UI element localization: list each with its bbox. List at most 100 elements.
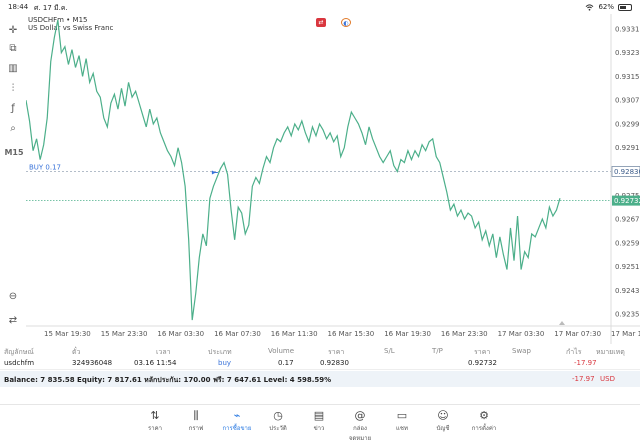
nav-trade[interactable]: ⌁ การซื้อขาย <box>219 409 255 433</box>
trade-tool[interactable]: ⇄ <box>8 315 18 326</box>
chart-area[interactable]: USDCHFm • M15 US Dollar vs Swiss Franc ⇄… <box>26 14 640 344</box>
at-icon: @ <box>354 409 366 422</box>
chart-shift-marker <box>559 321 565 325</box>
gear-icon: ⚙ <box>479 409 489 422</box>
x-tick-label: 16 Mar 23:30 <box>441 330 488 338</box>
cell-symbol: usdchfm <box>4 359 35 367</box>
currency: USD <box>600 375 615 383</box>
table-header: สัญลักษณ์ ตั๋ว เวลา ประเภท Volume ราคา S/L T/P ร… <box>0 344 640 358</box>
x-tick-label: 16 Mar 03:30 <box>157 330 204 338</box>
x-tick-label: 17 Mar 11:30 <box>611 330 640 338</box>
column-header[interactable]: กำไร <box>566 348 582 356</box>
status-time: 18:44 <box>8 3 29 11</box>
nav-mailbox[interactable]: @ กล่องจดหมาย <box>342 409 378 443</box>
quotes-icon: ⇅ <box>150 409 160 422</box>
function-tool[interactable]: ƒ <box>11 103 15 114</box>
chat-icon: ▭ <box>396 409 408 422</box>
timeframe-bars-tool[interactable]: ▥ <box>8 63 18 74</box>
buy-price-tag-box <box>611 166 640 177</box>
column-header[interactable]: Swap <box>512 347 531 355</box>
status-date: ศ. 17 มี.ค. <box>34 4 68 12</box>
x-tick-label: 16 Mar 11:30 <box>271 330 318 338</box>
nav-label: กล่องจดหมาย <box>348 425 372 442</box>
column-header[interactable]: ราคา <box>328 348 345 356</box>
zoom-tool[interactable]: ⊖ <box>8 291 18 302</box>
column-header[interactable]: ราคา <box>474 348 491 356</box>
cell-ticket: 324936048 <box>72 359 113 367</box>
news-icon: ▤ <box>313 409 325 422</box>
cell-open-price: 0.92830 <box>320 359 349 367</box>
signal-icon[interactable]: ◐ <box>341 18 351 27</box>
balance-bar: Balance: 7 835.58 Equity: 7 817.61 หลักป… <box>0 371 640 387</box>
cell-current-price: 0.92732 <box>468 359 497 367</box>
cell-time: 03.16 11:54 <box>134 359 177 367</box>
series-line <box>26 19 561 321</box>
status-right: 62% <box>585 3 632 11</box>
battery-fill <box>620 5 627 9</box>
column-header[interactable]: Volume <box>268 347 295 355</box>
y-tick-label: 0.92350 <box>615 311 640 319</box>
column-header[interactable]: T/P <box>432 347 443 355</box>
chart-toolbar: ✛ ⧉ ▥ ⫶ ƒ ⌕ M15 ⊖ ⇄ <box>0 14 26 344</box>
nav-label: แชท <box>396 425 408 432</box>
wifi-icon <box>586 3 594 11</box>
nav-chat[interactable]: ▭ แชท <box>384 409 420 433</box>
column-header[interactable]: สัญลักษณ์ <box>4 348 34 356</box>
x-tick-label: 17 Mar 03:30 <box>498 330 545 338</box>
balance-text: Balance: 7 835.58 Equity: 7 817.61 หลักป… <box>4 376 332 384</box>
cell-type: buy <box>218 359 232 367</box>
bottom-navigation: ⇅ ราคา ⫼ กราฟ ⌁ การซื้อขาย ◷ ประวัติ ▤ ข่าว @ กล่อง… <box>0 404 640 447</box>
indicators-tool[interactable]: ⫶ <box>11 83 15 94</box>
table-row[interactable]: usdchfm 324936048 03.16 11:54 buy 0.17 0… <box>0 356 640 370</box>
column-header[interactable]: หมายเหตุ <box>596 348 625 356</box>
positions-table: สัญลักษณ์ ตั๋ว เวลา ประเภท Volume ราคา S/L T/P ร… <box>0 344 640 386</box>
nav-news[interactable]: ▤ ข่าว <box>301 409 337 433</box>
current-price-tag-box <box>612 195 640 206</box>
nav-label: ประวัติ <box>269 425 287 432</box>
x-tick-label: 16 Mar 19:30 <box>384 330 431 338</box>
nav-accounts[interactable]: ☺ บัญชี <box>425 409 461 433</box>
current-price-tag: 0.92732 <box>614 197 640 205</box>
status-bar: 18:44 ศ. 17 มี.ค. 62% <box>0 0 640 14</box>
battery-icon <box>618 3 632 11</box>
buy-line-label: BUY 0.17 <box>29 163 61 171</box>
column-header[interactable]: S/L <box>384 347 395 355</box>
nav-label: การตั้งค่า <box>471 425 497 432</box>
nav-label: กราฟ <box>188 425 204 432</box>
battery-percent: 62% <box>598 3 614 11</box>
nav-label: การซื้อขาย <box>222 425 252 432</box>
nav-label: บัญชี <box>436 425 450 432</box>
nav-settings[interactable]: ⚙ การตั้งค่า <box>466 409 502 433</box>
buy-price-tag: 0.92830 <box>614 168 640 176</box>
nav-history[interactable]: ◷ ประวัติ <box>260 409 296 433</box>
nav-charts[interactable]: ⫼ กราฟ <box>178 409 214 433</box>
objects-tool[interactable]: ⌕ <box>10 123 16 134</box>
column-header[interactable]: ประเภท <box>208 348 232 356</box>
cell-volume: 0.17 <box>278 359 294 367</box>
period-tool[interactable]: M15 <box>4 148 24 157</box>
nav-quotes[interactable]: ⇅ ราคา <box>137 409 173 433</box>
chart-subtitle: US Dollar vs Swiss Franc <box>28 24 114 32</box>
column-header[interactable]: เวลา <box>156 348 171 356</box>
x-tick-label: 16 Mar 07:30 <box>214 330 261 338</box>
chart-type-tool[interactable]: ⧉ <box>9 43 17 54</box>
candles-icon: ⫼ <box>193 409 199 422</box>
account-icon: ☺ <box>437 409 449 422</box>
x-tick-label: 15 Mar 23:30 <box>101 330 148 338</box>
total-profit: -17.97 <box>572 375 595 383</box>
column-header[interactable]: ตั๋ว <box>72 348 81 356</box>
nav-label: ราคา <box>148 425 162 432</box>
history-icon: ◷ <box>273 409 283 422</box>
one-click-trading-icon[interactable]: ⇄ <box>316 18 326 27</box>
crosshair-tool[interactable]: ✛ <box>8 25 18 36</box>
